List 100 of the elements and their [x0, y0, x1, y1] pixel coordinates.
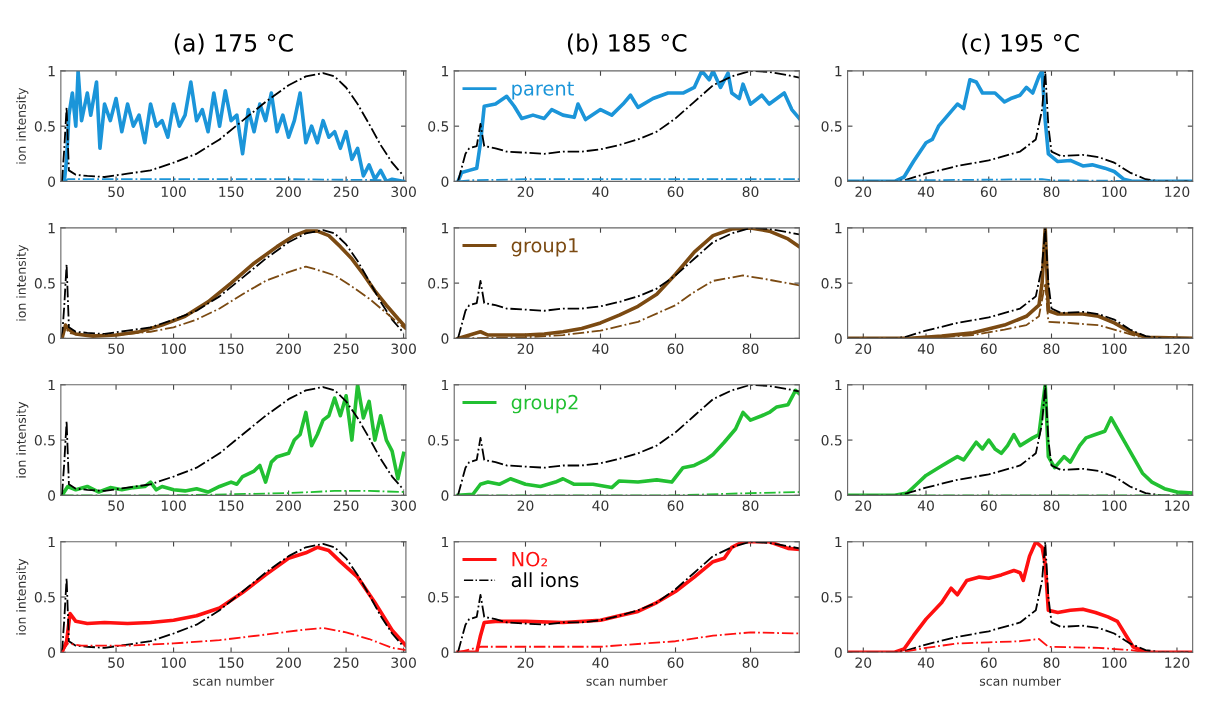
x-tick-label: 80: [1043, 343, 1060, 354]
legend-label: group1: [511, 238, 578, 257]
x-axis-title: scan number: [193, 676, 275, 686]
y-tick-label: 0.5: [428, 278, 449, 289]
y-tick-label: 0.5: [821, 591, 842, 603]
x-tick-label: 150: [219, 186, 244, 198]
x-tick-label: 250: [333, 657, 359, 668]
x-tick-label: 40: [592, 500, 609, 511]
y-tick-label: 1: [442, 536, 449, 548]
chart-title: (a) 175 °C: [174, 33, 293, 55]
y-tick-label: 1: [442, 66, 449, 77]
x-tick-label: 60: [980, 343, 997, 354]
chart-title: (b) 185 °C: [567, 33, 687, 55]
x-tick-label: 100: [1102, 657, 1127, 668]
x-tick-label: 100: [1102, 186, 1127, 198]
x-tick-label: 50: [108, 343, 124, 354]
x-tick-label: 120: [1165, 500, 1190, 511]
x-tick-label: 40: [917, 657, 934, 668]
x-tick-label: 60: [980, 500, 997, 511]
x-tick-label: 300: [391, 657, 416, 668]
x-tick-label: 300: [391, 186, 416, 198]
y-tick-label: 1: [48, 536, 55, 548]
x-tick-label: 50: [108, 657, 124, 668]
y-tick-label: 1: [48, 379, 55, 391]
y-tick-label: 0.5: [428, 591, 449, 603]
y-tick-label: 0: [834, 490, 842, 501]
y-tick-label: 1: [835, 223, 842, 234]
y-tick-label: 0.5: [34, 278, 55, 289]
x-tick-label: 80: [1043, 500, 1060, 511]
x-tick-label: 120: [1165, 186, 1190, 198]
x-tick-label: 200: [276, 186, 301, 198]
y-tick-label: 0: [48, 647, 56, 658]
x-axis-title: scan number: [586, 676, 668, 686]
y-tick-label: 0.5: [428, 435, 449, 446]
x-tick-label: 150: [219, 500, 244, 511]
x-tick-label: 20: [517, 500, 534, 511]
chart-title: (c) 195 °C: [962, 33, 1079, 55]
y-axis-title: ion intensity: [16, 401, 29, 478]
y-tick-label: 0.5: [821, 121, 842, 132]
legend-label: parent: [512, 81, 574, 100]
y-tick-label: 0.5: [821, 278, 842, 289]
x-tick-label: 50: [108, 500, 124, 511]
x-tick-label: 80: [742, 343, 759, 354]
x-tick-label: 80: [1043, 657, 1060, 668]
x-tick-label: 60: [667, 186, 684, 198]
legend-label: NO₂: [512, 551, 548, 567]
x-tick-label: 60: [667, 343, 684, 354]
x-tick-label: 20: [517, 343, 534, 354]
x-tick-label: 100: [161, 186, 186, 198]
y-axis-title: ion intensity: [16, 558, 29, 635]
x-tick-label: 50: [108, 186, 124, 198]
x-tick-label: 40: [592, 343, 609, 354]
y-tick-label: 1: [835, 379, 842, 391]
x-tick-label: 60: [667, 657, 684, 668]
x-tick-label: 40: [592, 657, 609, 668]
y-tick-label: 0: [441, 176, 449, 187]
x-tick-label: 80: [1043, 186, 1060, 198]
x-tick-label: 100: [161, 657, 186, 668]
y-tick-label: 0: [48, 333, 56, 344]
y-tick-label: 1: [48, 223, 55, 234]
y-axis-title: ion intensity: [16, 244, 29, 321]
x-tick-label: 60: [667, 500, 684, 511]
legend-label: all ions: [511, 572, 579, 588]
x-tick-label: 100: [1102, 343, 1127, 354]
y-tick-label: 0.5: [821, 435, 842, 446]
x-tick-label: 60: [980, 186, 997, 198]
x-tick-label: 80: [742, 186, 759, 198]
x-tick-label: 20: [517, 657, 534, 668]
x-tick-label: 80: [742, 500, 759, 511]
y-tick-label: 0.5: [428, 121, 449, 132]
x-tick-label: 120: [1165, 343, 1190, 354]
y-tick-label: 0.5: [34, 435, 55, 446]
y-tick-label: 0: [48, 176, 56, 187]
y-tick-label: 1: [835, 536, 842, 548]
x-tick-label: 80: [742, 657, 759, 668]
y-tick-label: 0: [441, 647, 449, 658]
y-tick-label: 0: [441, 333, 449, 344]
y-tick-label: 0: [48, 490, 56, 501]
y-tick-label: 0: [441, 490, 449, 501]
x-tick-label: 60: [980, 657, 997, 668]
x-tick-label: 250: [333, 500, 359, 511]
x-tick-label: 150: [219, 343, 244, 354]
x-tick-label: 40: [592, 186, 609, 198]
x-tick-label: 100: [1102, 500, 1127, 511]
y-tick-label: 0: [834, 333, 842, 344]
x-tick-label: 20: [855, 343, 872, 354]
x-tick-label: 20: [855, 657, 872, 668]
x-tick-label: 40: [917, 186, 934, 198]
y-axis-title: ion intensity: [16, 87, 29, 164]
x-tick-label: 300: [391, 500, 416, 511]
y-tick-label: 0.5: [34, 591, 55, 603]
y-tick-label: 0.5: [34, 121, 55, 132]
y-tick-label: 1: [442, 379, 449, 391]
y-tick-label: 0: [834, 176, 842, 187]
x-tick-label: 200: [276, 343, 301, 354]
x-tick-label: 200: [276, 500, 301, 511]
x-tick-label: 250: [333, 186, 359, 198]
x-axis-title: scan number: [979, 676, 1061, 686]
x-tick-label: 20: [517, 186, 534, 198]
x-tick-label: 100: [161, 500, 186, 511]
